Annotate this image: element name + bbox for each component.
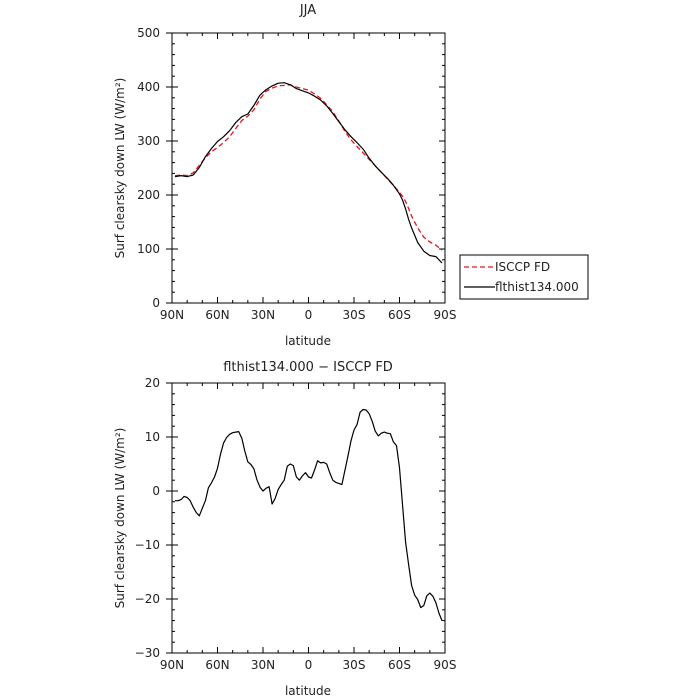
bottom-y-axis-label: Surf clearsky down LW (W/m²) [113,428,127,609]
y-tick-label: 400 [137,80,160,94]
bottom-series-line-difference [175,408,443,621]
top-x-tick-labels: 90N 60N 30N 0 30S 60S 90S [160,308,457,322]
x-tick-label: 30N [251,658,275,672]
y-tick-label: −30 [135,646,160,660]
x-tick-label: 30S [343,308,366,322]
legend-box [459,254,589,300]
y-tick-label: 100 [137,242,160,256]
x-tick-label: 60N [205,308,229,322]
bottom-chart-title: flthist134.000 − ISCCP FD [223,360,393,375]
y-tick-label: 0 [152,484,160,498]
y-tick-label: 10 [145,430,160,444]
bottom-chart-series [175,408,443,621]
bottom-y-tick-labels: −30 −20 −10 0 10 20 [135,376,160,660]
top-chart-frame [171,32,446,304]
top-chart-series [174,82,443,264]
top-chart-title: JJA [299,3,316,18]
bottom-x-axis-label: latitude [285,684,331,698]
bottom-chart-panel: flthist134.000 − ISCCP FD 90N 60N 30N 0 30S 6… [113,360,456,698]
legend: ISCCP FD flthist134.000 [459,254,589,300]
x-tick-label: 60S [388,658,411,672]
x-tick-label: 60S [388,308,411,322]
y-tick-label: 200 [137,188,160,202]
top-chart-panel: JJA 90N 60N 30N 0 30S 60S 90S 0 100 200 300 400 500… [113,3,456,348]
top-y-tick-labels: 0 100 200 300 400 500 [137,26,160,310]
y-tick-label: 300 [137,134,160,148]
y-tick-label: −10 [135,538,160,552]
x-tick-label: 60N [205,658,229,672]
y-tick-label: 0 [152,296,160,310]
bottom-chart-frame [171,382,446,654]
top-series-line-flthist134-000 [174,82,443,264]
x-tick-label: 90N [160,308,184,322]
top-x-axis-label: latitude [285,334,331,348]
y-tick-label: 20 [145,376,160,390]
bottom-x-tick-labels: 90N 60N 30N 0 30S 60S 90S [160,658,457,672]
top-series-line-isccp-fd [174,84,443,251]
y-tick-label: 500 [137,26,160,40]
y-tick-label: −20 [135,592,160,606]
legend-label-isccp: ISCCP FD [495,260,550,274]
legend-label-flthist: flthist134.000 [495,280,579,294]
top-y-axis-label: Surf clearsky down LW (W/m²) [113,78,127,259]
x-tick-label: 90N [160,658,184,672]
x-tick-label: 30N [251,308,275,322]
x-tick-label: 30S [343,658,366,672]
x-tick-label: 90S [434,658,457,672]
x-tick-label: 0 [305,658,313,672]
x-tick-label: 0 [305,308,313,322]
x-tick-label: 90S [434,308,457,322]
